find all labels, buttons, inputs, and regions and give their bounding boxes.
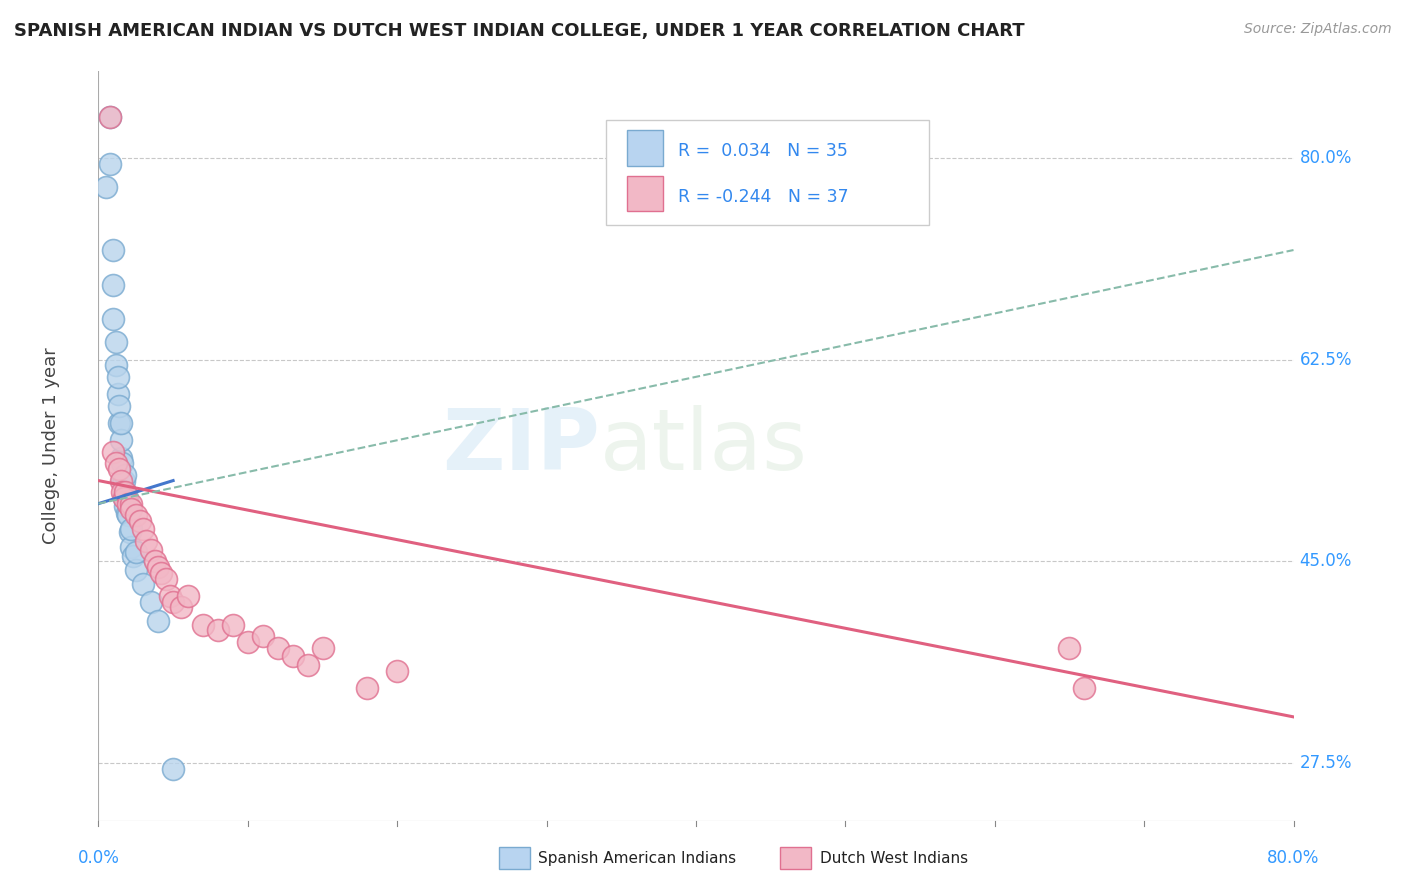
Point (120, 502, 142, 516)
Text: Spanish American Indians: Spanish American Indians (538, 851, 737, 865)
Point (114, 499, 136, 513)
Point (267, 640, 290, 655)
Text: R =  0.034   N = 35: R = 0.034 N = 35 (678, 142, 848, 160)
Point (132, 522, 155, 536)
Point (94, 179, 117, 194)
Point (311, 640, 333, 655)
Point (1073, 681, 1095, 695)
Point (112, 491, 135, 505)
Point (110, 474, 132, 488)
Point (148, 614, 170, 628)
Point (118, 525, 141, 540)
Point (120, 522, 142, 536)
Point (139, 542, 162, 557)
Point (114, 467, 136, 482)
Point (117, 508, 139, 523)
Text: ZIP: ZIP (443, 404, 600, 488)
Text: SPANISH AMERICAN INDIAN VS DUTCH WEST INDIAN COLLEGE, UNDER 1 YEAR CORRELATION C: SPANISH AMERICAN INDIAN VS DUTCH WEST IN… (14, 22, 1025, 40)
Text: 27.5%: 27.5% (1299, 754, 1353, 772)
Point (150, 566, 173, 580)
Point (105, 456, 128, 470)
Point (121, 549, 143, 563)
Text: 0.0%: 0.0% (77, 849, 120, 867)
FancyBboxPatch shape (606, 120, 929, 225)
Text: 62.5%: 62.5% (1299, 351, 1353, 368)
Point (120, 541, 142, 555)
Point (105, 359, 128, 373)
Point (110, 450, 132, 465)
Point (112, 474, 135, 488)
Point (125, 545, 148, 559)
Point (125, 564, 148, 578)
Point (115, 506, 138, 520)
Point (191, 617, 214, 632)
Text: 80.0%: 80.0% (1299, 149, 1353, 167)
Point (132, 577, 155, 591)
Point (110, 416, 132, 430)
Point (281, 648, 304, 663)
Point (207, 624, 229, 638)
Point (120, 497, 142, 511)
Point (385, 664, 409, 678)
Point (139, 594, 162, 608)
Point (297, 658, 319, 673)
Point (129, 514, 152, 528)
Text: atlas: atlas (600, 404, 808, 488)
Point (159, 589, 181, 603)
Point (111, 474, 134, 488)
Point (236, 635, 259, 649)
Point (162, 762, 184, 776)
Point (162, 594, 184, 608)
Point (108, 462, 131, 476)
Point (143, 554, 166, 568)
Text: Source: ZipAtlas.com: Source: ZipAtlas.com (1244, 22, 1392, 37)
Point (114, 485, 136, 500)
Point (111, 456, 134, 470)
Point (103, 312, 125, 326)
Point (98, 156, 122, 170)
Point (155, 572, 177, 586)
FancyBboxPatch shape (627, 129, 662, 166)
Point (177, 589, 200, 603)
Text: College, Under 1 year: College, Under 1 year (42, 348, 59, 544)
Point (98, 111, 122, 125)
Point (108, 399, 131, 413)
Text: 80.0%: 80.0% (1267, 849, 1320, 867)
Point (356, 681, 378, 695)
Point (110, 434, 132, 448)
Point (107, 387, 129, 401)
Point (114, 485, 136, 500)
Point (105, 335, 128, 350)
FancyBboxPatch shape (627, 176, 662, 211)
Point (148, 560, 170, 574)
Point (107, 369, 129, 384)
Point (108, 416, 131, 430)
Point (111, 485, 134, 500)
Point (135, 533, 157, 548)
Point (115, 491, 138, 505)
Point (103, 243, 125, 257)
Text: Dutch West Indians: Dutch West Indians (820, 851, 967, 865)
Point (222, 617, 245, 632)
Point (98, 111, 122, 125)
Point (112, 491, 135, 505)
Point (117, 497, 139, 511)
Point (125, 508, 148, 523)
Point (252, 629, 274, 643)
Text: R = -0.244   N = 37: R = -0.244 N = 37 (678, 188, 849, 206)
Text: 45.0%: 45.0% (1299, 552, 1353, 570)
Point (1059, 640, 1081, 655)
Point (169, 600, 191, 615)
Point (103, 444, 125, 458)
Point (103, 277, 125, 292)
